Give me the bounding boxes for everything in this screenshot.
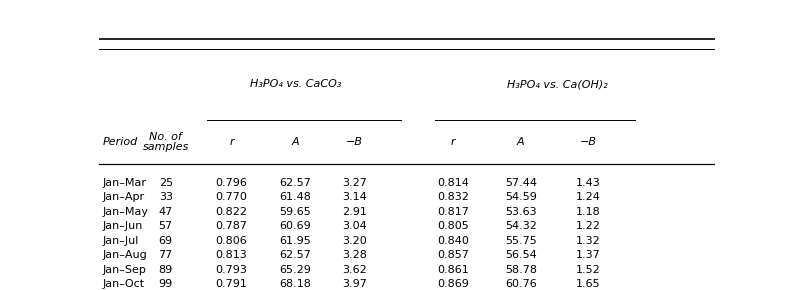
Text: 89: 89 xyxy=(159,265,173,275)
Text: 57.44: 57.44 xyxy=(505,178,537,188)
Text: 0.832: 0.832 xyxy=(437,192,469,202)
Text: H₃PO₄ vs. Ca(OH)₂: H₃PO₄ vs. Ca(OH)₂ xyxy=(507,79,608,90)
Text: 54.32: 54.32 xyxy=(505,221,537,231)
Text: Jan–May: Jan–May xyxy=(102,207,148,217)
Text: 1.37: 1.37 xyxy=(576,250,601,260)
Text: 0.813: 0.813 xyxy=(216,250,248,260)
Text: 3.97: 3.97 xyxy=(342,279,367,289)
Text: r: r xyxy=(229,137,234,147)
Text: 33: 33 xyxy=(159,192,173,202)
Text: 60.69: 60.69 xyxy=(279,221,310,231)
Text: Jan–Jul: Jan–Jul xyxy=(102,236,139,246)
Text: 62.57: 62.57 xyxy=(279,178,311,188)
Text: 0.822: 0.822 xyxy=(215,207,248,217)
Text: A: A xyxy=(291,137,299,147)
Text: 3.20: 3.20 xyxy=(342,236,367,246)
Text: 56.54: 56.54 xyxy=(505,250,537,260)
Text: 68.18: 68.18 xyxy=(279,279,311,289)
Text: 61.95: 61.95 xyxy=(279,236,310,246)
Text: 55.75: 55.75 xyxy=(505,236,537,246)
Text: 3.14: 3.14 xyxy=(342,192,367,202)
Text: 0.857: 0.857 xyxy=(437,250,469,260)
Text: 0.869: 0.869 xyxy=(437,279,469,289)
Text: 53.63: 53.63 xyxy=(505,207,537,217)
Text: 0.770: 0.770 xyxy=(216,192,248,202)
Text: 3.28: 3.28 xyxy=(342,250,367,260)
Text: 59.65: 59.65 xyxy=(279,207,310,217)
Text: 61.48: 61.48 xyxy=(279,192,311,202)
Text: 58.78: 58.78 xyxy=(505,265,537,275)
Text: Jan–Sep: Jan–Sep xyxy=(102,265,146,275)
Text: −B: −B xyxy=(346,137,363,147)
Text: 0.840: 0.840 xyxy=(437,236,469,246)
Text: Period: Period xyxy=(102,137,137,147)
Text: 0.787: 0.787 xyxy=(215,221,248,231)
Text: 0.806: 0.806 xyxy=(216,236,248,246)
Text: Jan–Apr: Jan–Apr xyxy=(102,192,145,202)
Text: r: r xyxy=(451,137,456,147)
Text: 1.18: 1.18 xyxy=(576,207,601,217)
Text: No. of
samples: No. of samples xyxy=(142,132,189,152)
Text: A: A xyxy=(517,137,525,147)
Text: 0.793: 0.793 xyxy=(216,265,248,275)
Text: 0.814: 0.814 xyxy=(437,178,469,188)
Text: 69: 69 xyxy=(159,236,173,246)
Text: 1.65: 1.65 xyxy=(576,279,601,289)
Text: 99: 99 xyxy=(159,279,173,289)
Text: Jan–Mar: Jan–Mar xyxy=(102,178,146,188)
Text: 65.29: 65.29 xyxy=(279,265,311,275)
Text: 25: 25 xyxy=(159,178,173,188)
Text: Jan–Aug: Jan–Aug xyxy=(102,250,147,260)
Text: 47: 47 xyxy=(159,207,173,217)
Text: 1.32: 1.32 xyxy=(576,236,601,246)
Text: 3.62: 3.62 xyxy=(342,265,367,275)
Text: 54.59: 54.59 xyxy=(505,192,537,202)
Text: 0.791: 0.791 xyxy=(216,279,248,289)
Text: 62.57: 62.57 xyxy=(279,250,311,260)
Text: 1.52: 1.52 xyxy=(576,265,601,275)
Text: 77: 77 xyxy=(159,250,173,260)
Text: H₃PO₄ vs. CaCO₃: H₃PO₄ vs. CaCO₃ xyxy=(250,79,342,90)
Text: 3.27: 3.27 xyxy=(342,178,367,188)
Text: 60.76: 60.76 xyxy=(505,279,537,289)
Text: −B: −B xyxy=(580,137,597,147)
Text: 1.22: 1.22 xyxy=(576,221,601,231)
Text: 0.796: 0.796 xyxy=(216,178,248,188)
Text: 0.805: 0.805 xyxy=(437,221,469,231)
Text: 0.861: 0.861 xyxy=(437,265,469,275)
Text: 57: 57 xyxy=(159,221,173,231)
Text: 3.04: 3.04 xyxy=(342,221,367,231)
Text: 0.817: 0.817 xyxy=(437,207,469,217)
Text: Jan–Jun: Jan–Jun xyxy=(102,221,143,231)
Text: 1.43: 1.43 xyxy=(576,178,601,188)
Text: 1.24: 1.24 xyxy=(576,192,601,202)
Text: Jan–Oct: Jan–Oct xyxy=(102,279,145,289)
Text: 2.91: 2.91 xyxy=(342,207,367,217)
